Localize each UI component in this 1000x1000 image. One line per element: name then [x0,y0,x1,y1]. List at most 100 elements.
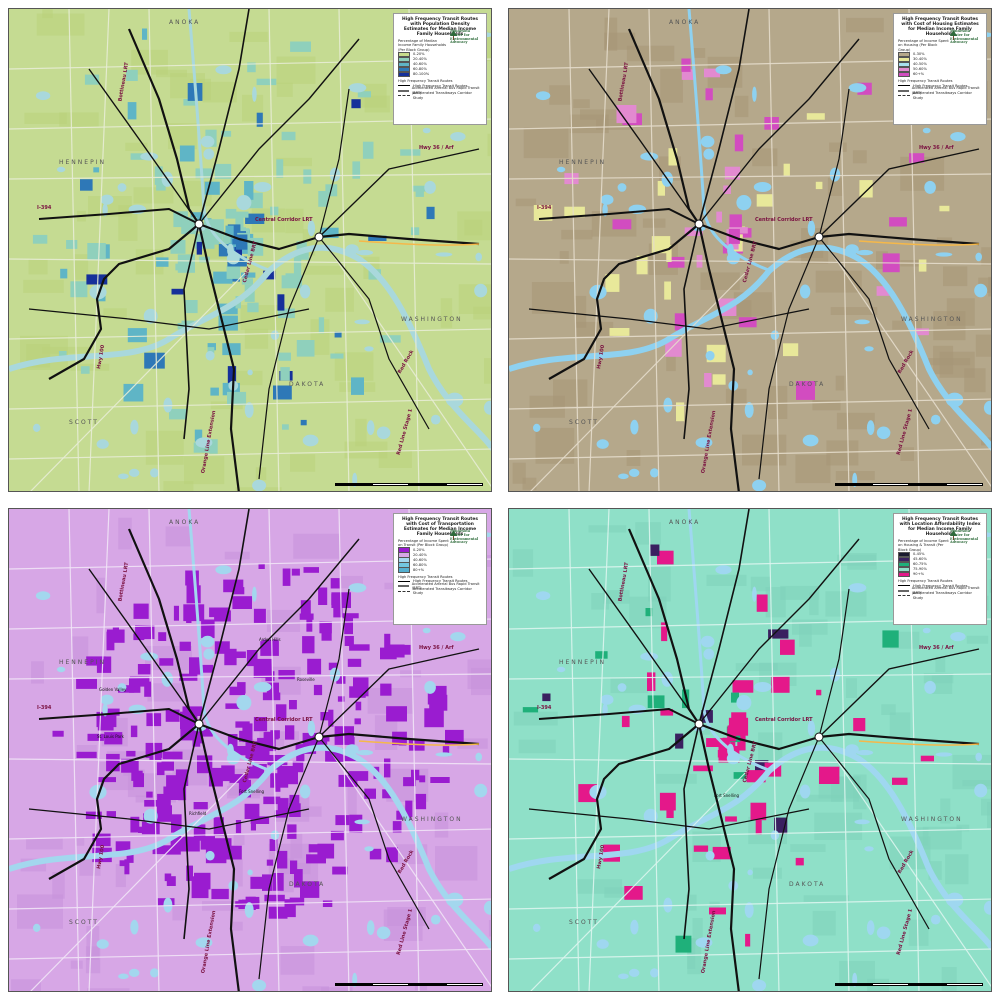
block-group [946,298,975,326]
block-group [434,812,449,838]
thematic-block-group [162,751,183,760]
organization-name: Minnesota Center for Environmental Advoc… [450,29,479,45]
thematic-block-group [889,217,907,227]
thematic-block-group [181,320,195,326]
block-group [321,987,353,991]
label-place-fort-snelling: Fort Snelling [239,789,265,794]
block-group [400,670,422,678]
southwest-route [48,723,200,880]
block-group [576,879,623,894]
st-paul-se-route [818,736,930,930]
lake [983,900,991,915]
block-group [812,400,841,411]
block-group [922,826,962,850]
legend-class-label: 80-100% [413,72,430,77]
block-group [956,824,970,832]
label-county-scott: SCOTT [569,419,599,426]
scale-segment [872,483,909,486]
block-group [118,205,138,241]
lake [703,648,715,660]
thematic-block-group [232,596,252,609]
block-group [285,208,304,234]
thematic-block-group [247,302,259,313]
thematic-block-group [344,636,354,646]
lake [302,434,319,447]
block-group [184,456,225,485]
block-group [11,979,41,991]
thematic-block-group [194,429,203,442]
road [9,673,491,680]
road [509,828,991,840]
block-group [687,938,696,969]
thematic-block-group [263,796,281,805]
thematic-block-group [262,692,281,701]
thematic-block-group [650,544,660,556]
lake [299,284,311,299]
thematic-block-group [693,765,713,772]
block-group [513,711,558,726]
thematic-block-group [262,639,279,654]
tree-icon [950,30,957,40]
legend-class-label: 30-40% [913,57,927,62]
lake [802,934,819,947]
thematic-block-group [104,732,123,745]
thematic-block-group [795,857,804,866]
organization-logo: Minnesota Center for Environmental Advoc… [450,29,482,45]
block-group [648,566,671,602]
thematic-block-group [93,167,100,173]
thematic-block-group [624,886,643,900]
lake [89,284,107,300]
block-group [829,142,847,152]
road [9,173,491,180]
thematic-block-group [300,881,320,898]
lake [195,437,213,448]
thematic-block-group [157,805,172,822]
thematic-block-group [158,632,167,641]
legend-line-symbol [398,590,410,592]
thematic-block-group [313,684,323,696]
st-paul-se-route [318,736,430,930]
thematic-block-group [275,704,287,721]
hwy36-route [818,648,980,738]
thematic-block-group [250,815,256,831]
mississippi-river [9,744,491,951]
label-hwy36: Hwy 36 / Arf [419,145,454,151]
thematic-block-group [320,712,333,721]
thematic-block-group [270,730,280,739]
legend-line-symbol [898,585,910,587]
label-county-washington: WASHINGTON [401,316,463,323]
thematic-block-group [241,278,253,285]
thematic-block-group [256,78,277,86]
ne-route [198,538,360,725]
legend-class-label: 0-20% [413,547,425,552]
thematic-block-group [755,760,769,771]
lake [807,220,816,237]
block-group [224,551,250,560]
thematic-block-group [343,755,358,761]
block-group [255,467,267,481]
southwest-route [548,223,700,380]
thematic-block-group [290,860,298,874]
north-route [698,509,750,725]
block-group [31,661,44,684]
thematic-block-group [408,739,425,751]
road [838,9,850,491]
block-group [686,894,697,911]
lake [753,182,772,192]
block-group [908,919,929,946]
legend-class-row: 60+% [898,71,982,78]
thematic-block-group [666,800,674,818]
legend-class-row: 90+% [898,571,982,578]
lake [475,252,483,262]
st-paul-marker [814,232,824,242]
st-paul-marker [314,732,324,742]
lake [643,308,658,324]
thematic-block-group [70,281,88,298]
lake [533,923,541,932]
block-group [846,678,857,698]
thematic-block-group [296,340,315,357]
block-group [290,833,303,859]
thematic-block-group [170,835,181,850]
thematic-block-group [190,212,205,220]
block-group [347,783,357,817]
